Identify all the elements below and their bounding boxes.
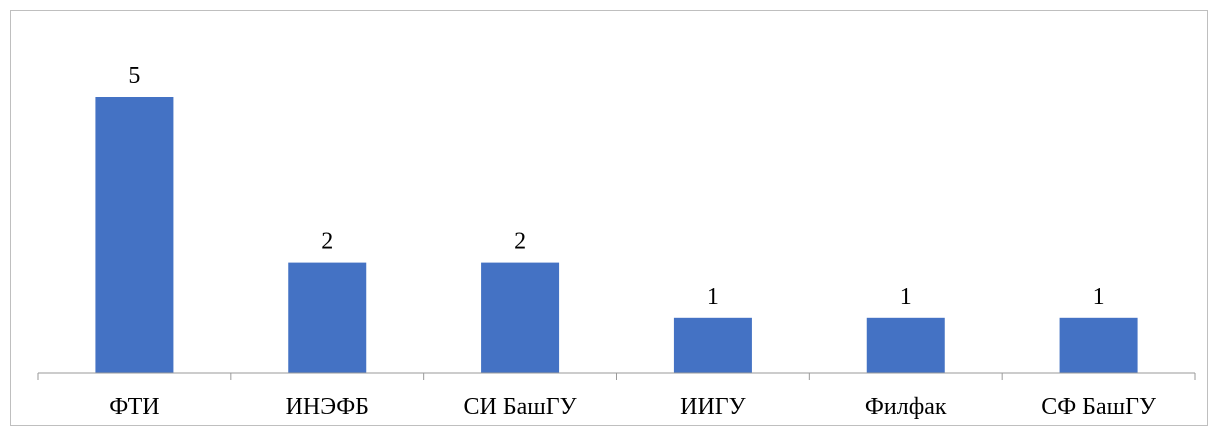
data-label-1: 5: [128, 63, 140, 89]
x-tick-label-1: ФТИ: [109, 394, 159, 420]
data-label-4: 1: [707, 284, 719, 310]
data-label-6: 1: [1093, 284, 1105, 310]
data-label-3: 2: [514, 229, 526, 255]
data-label-5: 1: [900, 284, 912, 310]
bar-6: [1059, 317, 1138, 373]
chart-frame: [10, 10, 1208, 426]
bars-group: [95, 97, 1138, 373]
data-label-2: 2: [321, 229, 333, 255]
x-tick-label-6: СФ БашГУ: [1041, 394, 1156, 420]
x-tick-labels-group: ФТИ ИНЭФБ СИ БашГУ ИИГУ Филфак СФ БашГУ: [109, 394, 1156, 420]
bar-4: [673, 317, 752, 373]
bar-3: [481, 262, 560, 373]
x-tick-label-3: СИ БашГУ: [464, 394, 577, 420]
bar-1: [95, 97, 174, 373]
data-labels-group: 5 2 2 1 1 1: [128, 63, 1104, 310]
x-axis: [37, 372, 1196, 380]
x-tick-label-5: Филфак: [865, 394, 947, 420]
x-tick-label-4: ИИГУ: [680, 394, 746, 420]
bar-5: [866, 317, 945, 373]
x-tick-label-2: ИНЭФБ: [286, 394, 369, 420]
bar-2: [288, 262, 367, 373]
